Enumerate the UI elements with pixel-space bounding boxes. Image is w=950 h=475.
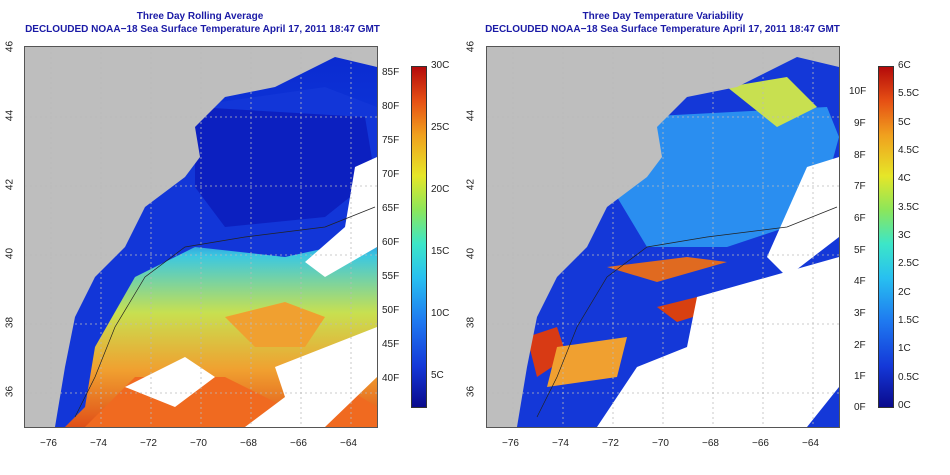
right-cb-c: 3.5C (898, 202, 920, 213)
left-lon-tick: −74 (90, 438, 107, 449)
left-lat-tick: 44 (4, 109, 16, 122)
right-lat-tick: 42 (465, 178, 477, 191)
left-lat-tick: 42 (4, 178, 16, 191)
right-map (486, 46, 840, 428)
right-cb-f: 0F (854, 402, 866, 413)
left-lon-tick: −76 (40, 438, 57, 449)
left-lat-tick: 40 (4, 247, 16, 260)
right-high-var-north (727, 77, 817, 127)
right-cloud-gap-1 (597, 257, 839, 427)
left-land (25, 47, 377, 427)
right-lon-tick: −66 (752, 438, 769, 449)
right-subtitle: DECLOUDED NOAA−18 Sea Surface Temperatur… (485, 24, 840, 35)
left-lat-tick: 38 (4, 316, 16, 329)
right-cb-c: 4C (898, 173, 911, 184)
left-lon-tick: −66 (290, 438, 307, 449)
right-cb-f: 4F (854, 276, 866, 287)
right-cb-f: 6F (854, 213, 866, 224)
right-high-var-coast (527, 327, 567, 377)
right-cb-f: 8F (854, 150, 866, 161)
left-map-svg (25, 47, 377, 427)
right-lon-tick: −72 (602, 438, 619, 449)
left-warm-eddy (225, 302, 325, 347)
right-cb-f: 2F (854, 340, 866, 351)
right-cb-f: 9F (854, 118, 866, 129)
right-isobath (536, 206, 838, 418)
right-cb-f: 10F (849, 86, 867, 97)
right-map-svg (487, 47, 839, 427)
left-lat-tick: 46 (4, 40, 16, 53)
left-isobath (74, 206, 376, 418)
right-cloud-gap-2 (767, 157, 839, 277)
right-cb-c: 0C (898, 400, 911, 411)
right-front-1 (607, 257, 727, 282)
left-lon-tick: −68 (240, 438, 257, 449)
right-lon-tick: −74 (552, 438, 569, 449)
left-cb-f: 70F (382, 169, 400, 180)
right-lon-tick: −70 (652, 438, 669, 449)
left-cb-f: 50F (382, 305, 400, 316)
left-cloud-gap-2 (245, 327, 377, 427)
right-gulf-maine (617, 107, 839, 247)
right-cb-c: 2.5C (898, 258, 920, 269)
right-cb-c: 2C (898, 287, 911, 298)
right-land (487, 47, 839, 427)
left-cb-f: 45F (382, 339, 400, 350)
left-colorbar (411, 66, 427, 408)
left-gulf-maine (195, 107, 375, 227)
left-cloud-gap-1 (305, 157, 377, 277)
left-cb-c: 30C (431, 60, 450, 71)
left-cb-f: 80F (382, 101, 400, 112)
right-graticule (487, 47, 839, 427)
right-lon-tick: −64 (802, 438, 819, 449)
right-cb-f: 3F (854, 308, 866, 319)
left-cb-c: 20C (431, 184, 450, 195)
left-graticule (25, 47, 377, 427)
right-lat-tick: 46 (465, 40, 477, 53)
right-cb-c: 3C (898, 230, 911, 241)
left-subtitle: DECLOUDED NOAA−18 Sea Surface Temperatur… (25, 24, 380, 35)
right-colorbar (878, 66, 894, 408)
left-cb-f: 55F (382, 271, 400, 282)
left-cb-f: 85F (382, 67, 400, 78)
left-title: Three Day Rolling Average (136, 11, 264, 22)
right-cb-c: 5.5C (898, 88, 920, 99)
right-cb-f: 5F (854, 245, 866, 256)
right-lat-tick: 38 (465, 316, 477, 329)
right-cb-f: 1F (854, 371, 866, 382)
left-cb-f: 60F (382, 237, 400, 248)
right-cb-c: 0.5C (898, 372, 920, 383)
left-map (24, 46, 378, 428)
right-cb-c: 4.5C (898, 145, 920, 156)
left-lat-tick: 36 (4, 385, 16, 398)
left-cb-c: 5C (431, 370, 444, 381)
left-cb-c: 25C (431, 122, 450, 133)
left-lon-tick: −64 (340, 438, 357, 449)
right-lat-tick: 40 (465, 247, 477, 260)
left-cb-f: 40F (382, 373, 400, 384)
right-cb-c: 1C (898, 343, 911, 354)
right-cb-c: 6C (898, 60, 911, 71)
right-cb-f: 7F (854, 181, 866, 192)
right-title: Three Day Temperature Variability (582, 11, 744, 22)
right-cb-c: 1.5C (898, 315, 920, 326)
left-cb-c: 15C (431, 246, 450, 257)
left-cb-f: 75F (382, 135, 400, 146)
left-lon-tick: −72 (140, 438, 157, 449)
right-lat-tick: 36 (465, 385, 477, 398)
left-cloud-gap-3 (125, 357, 215, 407)
left-cb-f: 65F (382, 203, 400, 214)
right-lat-tick: 44 (465, 109, 477, 122)
left-lon-tick: −70 (190, 438, 207, 449)
right-lon-tick: −68 (702, 438, 719, 449)
right-warm-band (547, 337, 627, 387)
left-cb-c: 10C (431, 308, 450, 319)
right-lon-tick: −76 (502, 438, 519, 449)
right-cb-c: 5C (898, 117, 911, 128)
